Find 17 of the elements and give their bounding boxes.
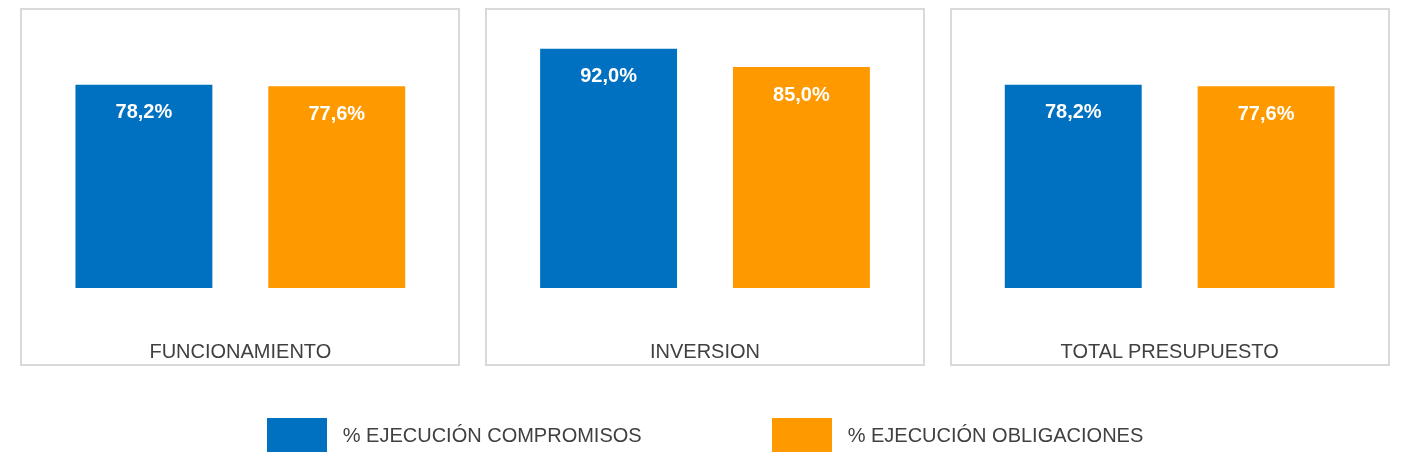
data-label: 78,2% <box>1044 100 1102 123</box>
bar <box>1197 86 1335 288</box>
x-tick-label: INVERSION <box>649 339 761 362</box>
data-label: 77,6% <box>308 101 366 124</box>
x-tick-label: FUNCIONAMIENTO <box>149 339 332 362</box>
data-label: 77,6% <box>1237 101 1295 124</box>
data-label: 78,2% <box>115 100 173 123</box>
x-tick-label: TOTAL PRESUPUESTO <box>1060 339 1279 362</box>
legend-label: % EJECUCIÓN COMPROMISOS <box>342 423 642 447</box>
bar <box>268 86 406 288</box>
legend-label: % EJECUCIÓN OBLIGACIONES <box>847 423 1144 447</box>
data-label: 92,0% <box>580 64 638 87</box>
bar <box>1004 84 1142 288</box>
data-label: 85,0% <box>773 82 830 105</box>
bar <box>732 67 870 288</box>
bar <box>75 84 213 288</box>
bar <box>540 48 678 288</box>
